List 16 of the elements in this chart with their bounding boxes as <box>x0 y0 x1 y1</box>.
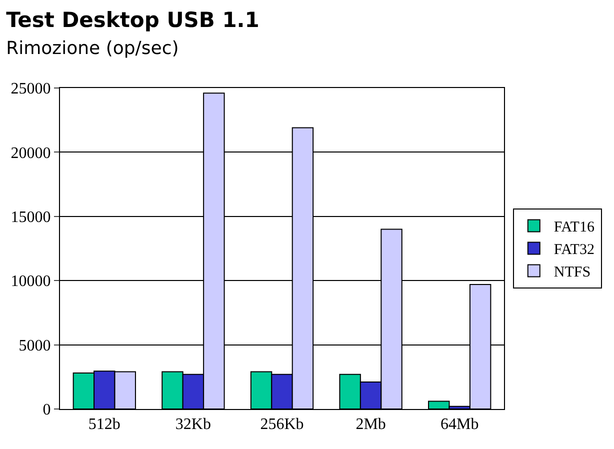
y-tick-label: 5000 <box>18 337 51 354</box>
x-tick-label: 2Mb <box>356 416 386 434</box>
chart-title: Test Desktop USB 1.1 <box>6 8 260 32</box>
legend-label: NTFS <box>554 264 591 281</box>
y-tick-label: 10000 <box>10 273 51 290</box>
chart-subtitle: Rimozione (op/sec) <box>6 38 179 60</box>
x-tick-label: 64Mb <box>440 416 479 434</box>
x-tick-label: 512b <box>88 416 120 434</box>
x-tick-label: 256Kb <box>260 416 304 434</box>
x-tick-label: 32Kb <box>175 416 211 434</box>
legend-label: FAT16 <box>554 220 595 236</box>
y-tick-label: 25000 <box>10 80 51 98</box>
legend-label: FAT32 <box>554 242 594 258</box>
y-tick-label: 20000 <box>10 144 51 162</box>
y-tick-label: 0 <box>42 402 51 419</box>
y-tick-label: 15000 <box>10 209 51 226</box>
